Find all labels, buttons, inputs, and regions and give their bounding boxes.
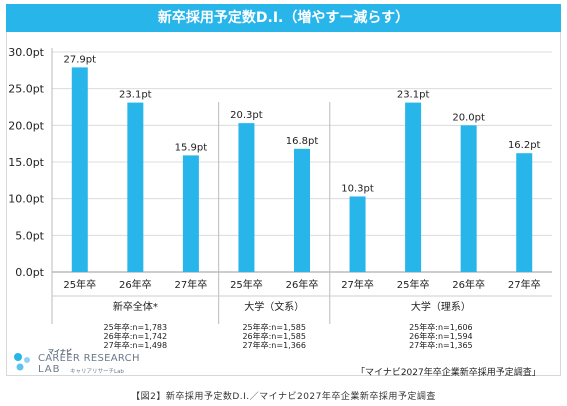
y-tick-label: 10.0pt: [8, 193, 44, 206]
bar-value-label: 10.3pt: [341, 183, 374, 194]
group-label: 大学（文系）: [244, 300, 304, 313]
sample-size-note: 27年卒:n=1,498: [104, 340, 168, 350]
y-tick-label: 30.0pt: [8, 46, 44, 59]
sample-size-note: 27年卒:n=1,366: [242, 340, 306, 350]
chart-title: 新卒採用予定数D.I.（増やすー減らす）: [6, 4, 561, 32]
group-label: 新卒全体*: [113, 300, 158, 313]
bar-value-label: 16.2pt: [508, 140, 541, 151]
sample-size-note: 25年卒:n=1,783: [104, 322, 168, 332]
x-tick-label: 25年卒: [397, 278, 430, 291]
x-tick-label: 27年卒: [175, 278, 208, 291]
bar: [182, 155, 199, 272]
sample-size-note: 27年卒:n=1,365: [409, 340, 473, 350]
sample-size-note: 26年卒:n=1,594: [409, 331, 473, 341]
bar: [71, 67, 88, 273]
y-tick-label: 0.0pt: [15, 266, 44, 279]
bar-value-label: 15.9pt: [175, 142, 208, 153]
bar: [460, 125, 477, 272]
source-note: 「マイナビ2027年卒企業新卒採用予定調査」: [356, 368, 541, 378]
sample-size-note: 25年卒:n=1,606: [409, 322, 473, 332]
sample-size-note: 26年卒:n=1,585: [242, 331, 306, 341]
sample-size-note: 26年卒:n=1,742: [104, 331, 168, 341]
bar: [294, 148, 310, 272]
y-tick-label: 5.0pt: [15, 229, 44, 242]
logo-mark-icon: [14, 353, 30, 371]
x-tick-label: 26年卒: [452, 278, 485, 291]
bar: [127, 102, 144, 272]
bar: [238, 123, 255, 272]
y-tick-label: 25.0pt: [8, 83, 44, 96]
bar-value-label: 16.8pt: [286, 136, 319, 147]
y-tick-label: 20.0pt: [8, 119, 44, 132]
bar: [349, 196, 366, 272]
sample-size-note: 25年卒:n=1,585: [242, 322, 306, 332]
x-tick-label: 27年卒: [341, 278, 374, 291]
x-tick-label: 25年卒: [230, 278, 263, 291]
bar-value-label: 20.3pt: [230, 110, 263, 121]
bar-value-label: 23.1pt: [397, 90, 430, 101]
career-research-lab-logo: マイナビ CAREER RESEARCH LAB キャリアリサーチLab: [12, 347, 152, 375]
bar-value-label: 27.9pt: [64, 54, 97, 65]
logo-brand: マイナビ: [48, 349, 72, 356]
bar-value-label: 23.1pt: [119, 90, 152, 101]
x-tick-label: 26年卒: [286, 278, 319, 291]
x-tick-label: 27年卒: [508, 278, 541, 291]
x-tick-label: 25年卒: [63, 278, 96, 291]
logo-line1: CAREER RESEARCH: [38, 353, 140, 364]
x-tick-label: 26年卒: [119, 278, 152, 291]
figure-caption: 【図2】新卒採用予定数D.I.／マイナビ2027年卒企業新卒採用予定調査: [131, 392, 436, 402]
logo-sub: キャリアリサーチLab: [70, 369, 124, 375]
logo-line2: LAB: [38, 364, 61, 375]
group-label: 大学（理系）: [411, 300, 471, 313]
bar: [405, 102, 422, 272]
y-tick-label: 15.0pt: [8, 156, 44, 169]
bar: [516, 153, 533, 272]
bar-value-label: 20.0pt: [452, 112, 485, 123]
